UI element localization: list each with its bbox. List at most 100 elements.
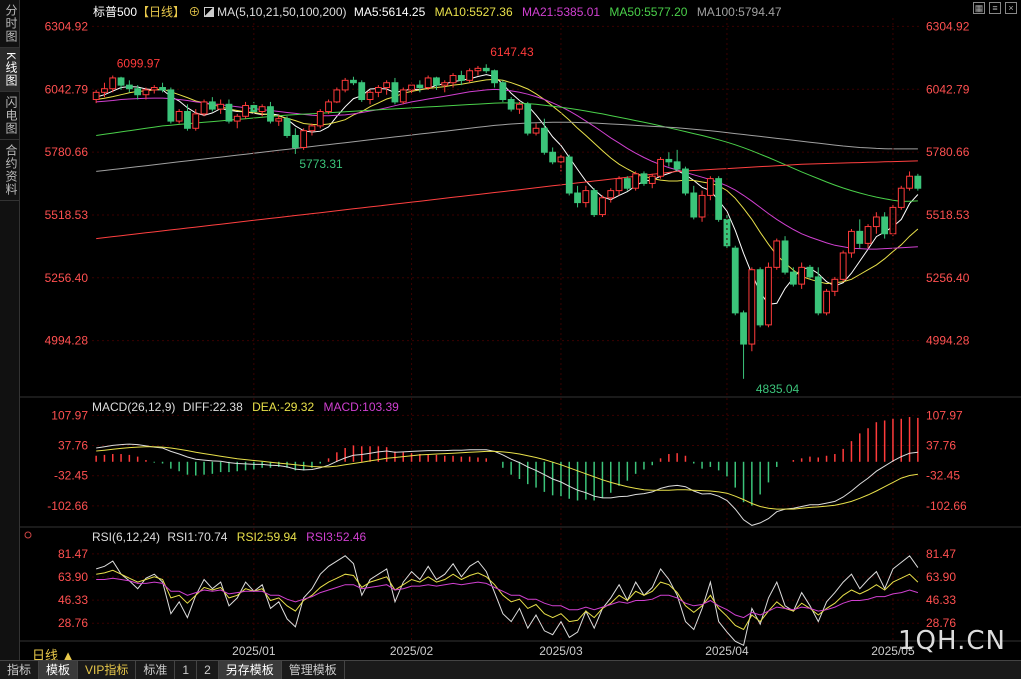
candle-body: [275, 118, 283, 122]
tab-vip-indicators[interactable]: VIP指标: [78, 660, 137, 679]
candle-body: [217, 103, 225, 110]
candle-body: [433, 77, 440, 86]
side-tab-kline[interactable]: K线图: [0, 48, 20, 93]
tab-template-2[interactable]: 2: [197, 660, 219, 679]
candle-body: [532, 127, 540, 134]
macd-header: MACD(26,12,9) DIFF:22.38 DEA:-29.32 MACD…: [92, 400, 399, 414]
candle-body: [524, 103, 532, 134]
candle-body: [192, 113, 200, 129]
price-tick-left: 5518.53: [45, 208, 89, 222]
tab-save-template[interactable]: 另存模板: [218, 660, 282, 679]
macd-value: MACD:103.39: [323, 400, 399, 414]
candle-body: [856, 230, 864, 244]
rsi2-line: [96, 569, 919, 631]
rsi3-line: [96, 577, 919, 619]
side-tab-timeshare[interactable]: 分时图: [0, 0, 20, 48]
candle-body: [640, 173, 648, 184]
ma100-value: MA100:5794.47: [696, 5, 782, 19]
period-selector[interactable]: 日线 ▲: [32, 648, 75, 663]
ma50-value: MA50:5577.20: [609, 5, 688, 19]
rsi-header: RSI(6,12,24) RSI1:70.74 RSI2:59.94 RSI3:…: [92, 530, 366, 544]
candle-body: [283, 118, 291, 136]
candle-body: [399, 89, 407, 103]
x-tick-label: 2025/04: [705, 644, 749, 658]
rsi-tick-left: 28.76: [58, 616, 88, 630]
candle-body: [657, 158, 664, 177]
candle-body: [101, 88, 108, 93]
candle-body: [499, 82, 507, 101]
candle-body: [773, 240, 781, 268]
candle-body: [682, 168, 689, 194]
candle-body: [316, 111, 324, 127]
candle-body: [109, 77, 117, 90]
extreme-label: 6147.43: [490, 45, 534, 59]
candle-body: [806, 266, 814, 278]
candle-body: [906, 175, 913, 189]
chart-toggle-icon[interactable]: [203, 7, 214, 17]
add-icon[interactable]: ⊕: [188, 5, 201, 19]
price-tick-left: 5256.40: [45, 271, 89, 285]
candle-body: [142, 89, 150, 96]
candle-body: [341, 79, 349, 91]
extreme-label: 5773.31: [299, 157, 343, 171]
candle-body: [457, 75, 465, 81]
candle-body: [623, 178, 631, 189]
candle-body: [765, 266, 772, 326]
window-controls: ▦ ≡ ×: [973, 2, 1017, 14]
tab-template-1[interactable]: 1: [175, 660, 198, 679]
candle-body: [291, 134, 299, 148]
settings-icon[interactable]: ≡: [989, 2, 1001, 14]
candle-body: [175, 111, 183, 122]
extreme-label: 4835.04: [756, 382, 800, 396]
candle-body: [881, 216, 889, 235]
candle-body: [897, 187, 905, 208]
candle-body: [507, 99, 515, 110]
price-tick-left: 6304.92: [45, 19, 89, 33]
candle-body: [424, 77, 432, 89]
candle-body: [582, 190, 590, 204]
side-tab-flash[interactable]: 闪电图: [0, 92, 20, 141]
tab-templates[interactable]: 模板: [39, 660, 79, 679]
rsi-tick-left: 81.47: [58, 547, 88, 561]
candle-body: [872, 216, 880, 228]
candle-body: [333, 89, 341, 103]
tab-manage-templates[interactable]: 管理模板: [282, 660, 345, 679]
symbol-name: 标普500: [93, 5, 138, 19]
candle-body: [798, 266, 806, 285]
tab-indicators[interactable]: 指标: [0, 660, 40, 679]
rsi-tick-left: 46.33: [58, 593, 88, 607]
candle-body: [864, 226, 872, 244]
candle-body: [150, 87, 158, 91]
candle-body: [914, 175, 922, 189]
candle-body: [748, 269, 756, 345]
candle-body: [574, 192, 581, 204]
main-header: 标普500【日线】 ⊕ MA(5,10,21,50,100,200) MA5:5…: [93, 3, 782, 20]
ma21-line: [96, 88, 918, 250]
candle-body: [839, 252, 847, 280]
price-tick-right: 5256.40: [926, 271, 970, 285]
bottom-tab-bar: 指标 模板 VIP指标 标准 1 2 另存模板 管理模板: [0, 660, 1021, 679]
candle-body: [823, 290, 830, 314]
macd-diff-line: [96, 443, 918, 526]
rsi-tick-right: 81.47: [926, 547, 956, 561]
macd-tick-right: 37.76: [926, 439, 956, 453]
rsi1-value: RSI1:70.74: [167, 530, 228, 544]
candle-body: [789, 271, 797, 285]
kline-chart[interactable]: 6304.92 6304.92 6042.79 6042.79 5780.66 5780.…: [20, 0, 1021, 660]
macd-tick-left: 107.97: [51, 408, 88, 422]
candle-body: [242, 105, 249, 117]
tab-standard[interactable]: 标准: [136, 660, 176, 679]
macd-dea: DEA:-29.32: [252, 400, 315, 414]
candle-body: [540, 127, 548, 153]
candle-body: [781, 240, 789, 273]
side-tab-contract-info[interactable]: 合约资料: [0, 140, 20, 202]
grid-icon[interactable]: ▦: [973, 2, 985, 14]
candle-body: [848, 230, 855, 254]
close-icon[interactable]: ×: [1005, 2, 1017, 14]
candle-body: [474, 67, 482, 72]
candle-body: [466, 70, 474, 81]
extreme-label: 6099.97: [117, 57, 161, 71]
macd-tick-right: -32.45: [926, 469, 960, 483]
candle-body: [350, 79, 357, 84]
candle-body: [208, 101, 216, 110]
